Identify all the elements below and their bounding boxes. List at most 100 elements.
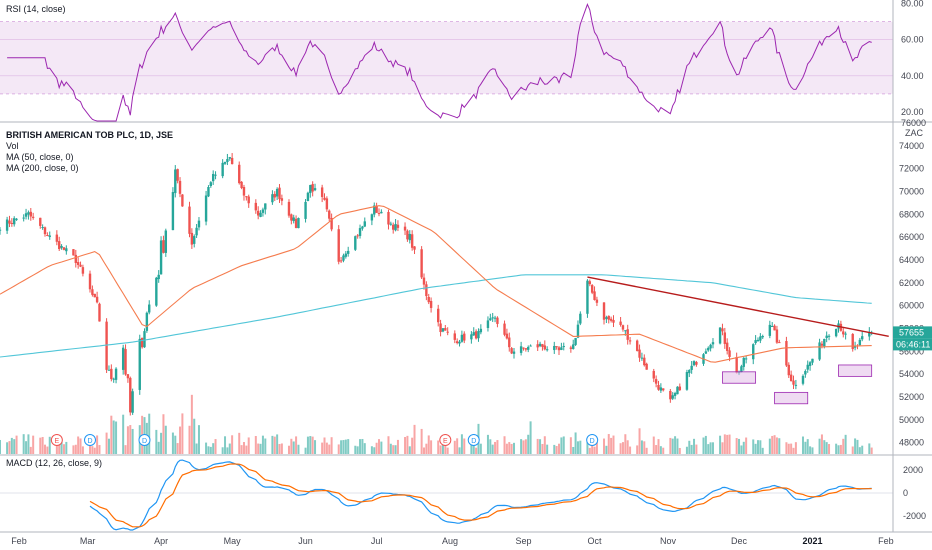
candle-body (673, 393, 677, 396)
candle-body (356, 235, 359, 237)
candle-body (437, 308, 440, 323)
volume-bar (77, 436, 80, 454)
volume-bar (494, 441, 497, 454)
candle-body (394, 224, 397, 231)
volume-bar (361, 438, 364, 454)
rsi-title: RSI (14, close) (6, 4, 66, 14)
volume-bar (579, 440, 582, 454)
volume-bar (690, 444, 693, 454)
volume-bar (370, 446, 373, 454)
candle-body (287, 201, 291, 216)
volume-bar (520, 439, 523, 454)
volume-bar (508, 442, 511, 454)
candle-body (420, 249, 423, 278)
candle-body (669, 390, 672, 400)
candle-body (320, 187, 324, 197)
volume-bar (58, 441, 61, 454)
rsi-tick-label-2: 40.00 (901, 71, 924, 81)
candle-body (557, 347, 561, 351)
candle-body (242, 187, 246, 196)
candle-body (759, 336, 762, 341)
volume-bar (264, 438, 267, 454)
volume-bar (446, 447, 449, 454)
event-marker-5 (586, 434, 599, 446)
candle-body (129, 377, 132, 413)
volume-bar (392, 445, 395, 454)
candle-body (842, 331, 845, 335)
candle-body (377, 213, 381, 215)
candle-body (76, 262, 80, 265)
volume-bar (562, 436, 565, 454)
candle-body (853, 346, 857, 348)
candle-body (238, 164, 241, 184)
candle-body (0, 229, 2, 231)
volume-bar (148, 413, 151, 454)
candle-body (380, 211, 383, 214)
time-axis-label-3: May (224, 536, 242, 546)
volume-bar (794, 442, 797, 454)
candle-body (690, 365, 693, 370)
time-axis-label-7: Sep (515, 536, 531, 546)
event-marker-label-1: D (87, 438, 92, 445)
volume-bar (719, 435, 722, 454)
volume-bar (176, 443, 179, 454)
candle-body (278, 187, 281, 200)
price-tick-label-3: 54000 (899, 369, 924, 379)
volume-bar (439, 445, 442, 454)
volume-bar (271, 435, 274, 454)
candle-body (695, 361, 698, 365)
candle-body (306, 192, 310, 201)
candle-body (588, 281, 592, 285)
candle-body (280, 198, 284, 201)
candle-body (808, 362, 812, 366)
volume-bar (702, 437, 705, 454)
volume-bar (773, 435, 776, 454)
candle-body (204, 195, 208, 222)
volume-bar (126, 426, 129, 454)
candle-body (8, 220, 11, 224)
volume-bar (257, 443, 260, 454)
candle-body (275, 188, 279, 197)
volume-bar (62, 444, 65, 454)
current-price-value: 57655 (899, 327, 924, 337)
candle-body (46, 235, 49, 237)
candle-body (48, 235, 51, 237)
candle-body (304, 201, 307, 219)
volume-bar (574, 432, 577, 454)
volume-bar (406, 435, 409, 454)
volume-bar (162, 414, 165, 454)
candle-body (31, 216, 35, 218)
candle-body (230, 157, 234, 165)
volume-bar (226, 447, 229, 454)
volume-bar (754, 443, 757, 454)
volume-bar (546, 444, 549, 454)
candle-body (325, 198, 329, 210)
volume-bar (314, 440, 317, 454)
candle-body (742, 357, 745, 367)
volume-bar (489, 439, 492, 454)
volume-bar (8, 441, 11, 454)
candle-body (543, 345, 547, 350)
time-axis-label-6: Aug (442, 536, 458, 546)
volume-bar (851, 446, 854, 454)
candle-body (811, 358, 814, 363)
candle-body (858, 339, 862, 346)
candle-body (110, 368, 113, 380)
volume-bar (377, 439, 380, 454)
candle-body (804, 371, 807, 375)
volume-bar (340, 440, 343, 454)
time-axis-label-11: 2021 (802, 536, 822, 546)
volume-bar (591, 439, 594, 454)
price-tick-label-0: 48000 (899, 438, 924, 448)
candle-body (770, 325, 774, 327)
candle-body (612, 320, 615, 323)
candle-body (140, 337, 144, 348)
volume-bar (685, 446, 688, 454)
volume-bar (775, 437, 778, 454)
volume-bar (98, 445, 101, 454)
candle-body (657, 384, 660, 390)
candle-body (79, 264, 82, 267)
volume-bar (91, 446, 94, 454)
